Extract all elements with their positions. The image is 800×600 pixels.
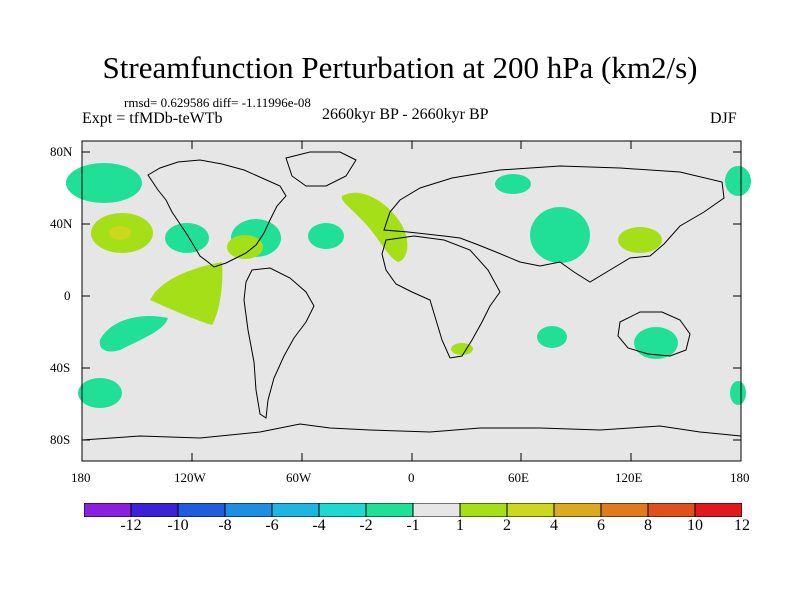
colorbar-box-6 xyxy=(365,503,414,517)
contour-positive-south-africa xyxy=(451,343,473,355)
contour-negative-north-pacific-east xyxy=(725,166,751,196)
lat-label-40n: 40N xyxy=(50,216,73,231)
lon-label-60w: 60W xyxy=(286,470,312,485)
lon-label-180e: 180 xyxy=(730,470,750,485)
colorbar-box-5 xyxy=(318,503,367,517)
colorbar-box-1 xyxy=(130,503,179,517)
colorbar-box-11 xyxy=(600,503,649,517)
lat-ticks xyxy=(82,151,741,441)
contour-negative-australia xyxy=(634,327,678,359)
coastline-north-america xyxy=(147,159,287,268)
coastline-antarctica xyxy=(81,423,742,441)
contour-negative-mid-atlantic xyxy=(308,223,344,249)
lon-label-120w: 120W xyxy=(174,470,206,485)
lat-label-40s: 40S xyxy=(50,360,71,375)
colorbar-label-2: -8 xyxy=(218,517,232,534)
colorbar-label-10: 6 xyxy=(597,517,605,534)
colorbar-label-4: -4 xyxy=(312,517,326,534)
stats-line: rmsd= 0.629586 diff= -1.11996e-08 xyxy=(124,95,311,110)
colorbar-label-5: -2 xyxy=(359,517,373,534)
experiment-label: Expt = tfMDb-teWTb xyxy=(82,110,223,127)
contour-positive-tropical-pacific xyxy=(150,262,223,325)
lon-label-60e: 60E xyxy=(508,470,529,485)
colorbar-box-9 xyxy=(506,503,555,517)
map-title: Streamfunction Perturbation at 200 hPa (… xyxy=(102,50,698,85)
colorbar-label-1: -10 xyxy=(167,517,189,534)
coastline-africa xyxy=(381,235,501,359)
contour-positive-central-pacific-inner xyxy=(109,226,131,240)
colorbar-box-10 xyxy=(553,503,602,517)
contour-negative-north-pacific xyxy=(66,163,142,203)
lat-label-80n: 80N xyxy=(50,144,73,159)
contour-negative-central-asia xyxy=(495,174,531,194)
colorbar-label-11: 8 xyxy=(644,517,652,534)
contour-negative-south-pacific-far xyxy=(78,378,122,408)
lat-label-80s: 80S xyxy=(50,432,71,447)
coastline-greenland xyxy=(285,151,357,187)
colorbar-label-9: 4 xyxy=(550,517,558,534)
colorbar-label-3: -6 xyxy=(265,517,279,534)
lon-label-180w: 180 xyxy=(71,470,91,485)
colorbar-box-8 xyxy=(459,503,508,517)
lon-label-120e: 120E xyxy=(615,470,643,485)
lon-label-0: 0 xyxy=(408,470,415,485)
colorbar-box-3 xyxy=(224,503,273,517)
contour-negative-indian-ocean xyxy=(537,326,567,348)
contour-positive-north-atlantic xyxy=(341,192,408,262)
lon-ticks xyxy=(81,141,742,461)
colorbar-box-12 xyxy=(647,503,696,517)
contour-negative-south-pacific-east xyxy=(730,381,746,405)
contour-negative-south-asia xyxy=(530,207,590,263)
colorbar-label-0: -12 xyxy=(120,517,142,534)
contour-negative-south-pacific xyxy=(99,316,168,352)
contour-negative-west-north-america xyxy=(165,223,209,253)
contour-positive-gulf xyxy=(227,235,263,259)
colorbar-box-13 xyxy=(694,503,742,517)
colorbar xyxy=(84,503,742,517)
contour-fills xyxy=(66,163,751,408)
colorbar-label-6: -1 xyxy=(406,517,420,534)
colorbar-box-4 xyxy=(271,503,320,517)
colorbar-label-7: 1 xyxy=(456,517,464,534)
lat-label-0: 0 xyxy=(64,288,71,303)
colorbar-box-2 xyxy=(177,503,226,517)
coastlines xyxy=(81,151,742,441)
colorbar-box-7 xyxy=(412,503,461,517)
colorbar-label-8: 2 xyxy=(503,517,511,534)
period-label: 2660kyr BP - 2660kyr BP xyxy=(322,106,489,123)
season-label: DJF xyxy=(710,110,737,127)
colorbar-label-12: 10 xyxy=(687,517,703,534)
contour-positive-east-asia xyxy=(618,227,662,253)
coastline-south-america xyxy=(243,267,315,419)
coastline-australia xyxy=(617,311,691,357)
coastline-eurasia xyxy=(383,165,725,283)
colorbar-box-0 xyxy=(84,503,132,517)
colorbar-label-13: 12 xyxy=(734,517,750,534)
